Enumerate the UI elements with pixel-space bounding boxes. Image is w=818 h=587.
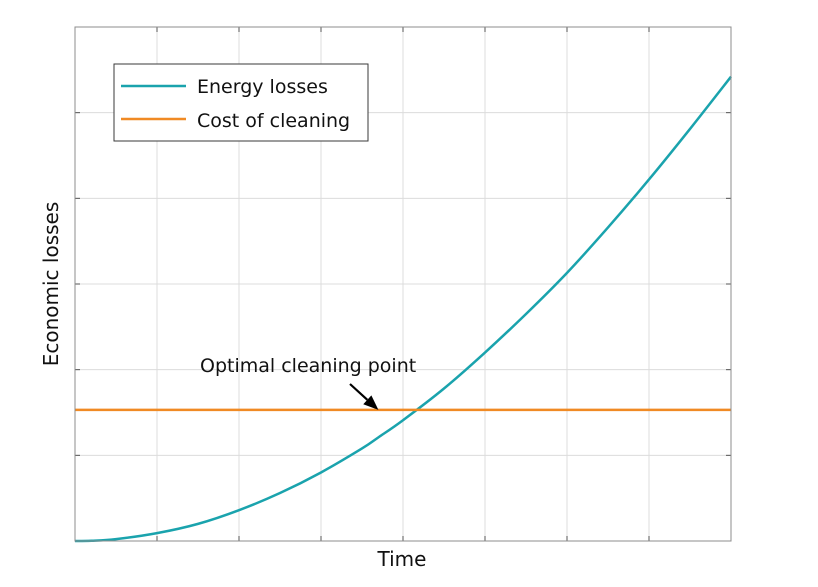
plot-frame [74, 26, 732, 542]
series-line-energy-losses [74, 75, 732, 543]
series-lines [74, 75, 732, 543]
x-axis-label: Time [377, 547, 427, 571]
annotation-arrow [349, 383, 369, 401]
annotation-label: Optimal cleaning point [200, 355, 416, 377]
legend-box [113, 63, 369, 142]
annotation-arrowhead [363, 395, 379, 410]
legend-label-cost-of-cleaning: Cost of cleaning [197, 110, 350, 132]
y-axis-label: Economic losses [39, 202, 63, 367]
annotation: Optimal cleaning point [200, 355, 416, 410]
legend-label-energy-losses: Energy losses [197, 76, 328, 98]
legend: Energy losses Cost of cleaning [113, 63, 369, 142]
